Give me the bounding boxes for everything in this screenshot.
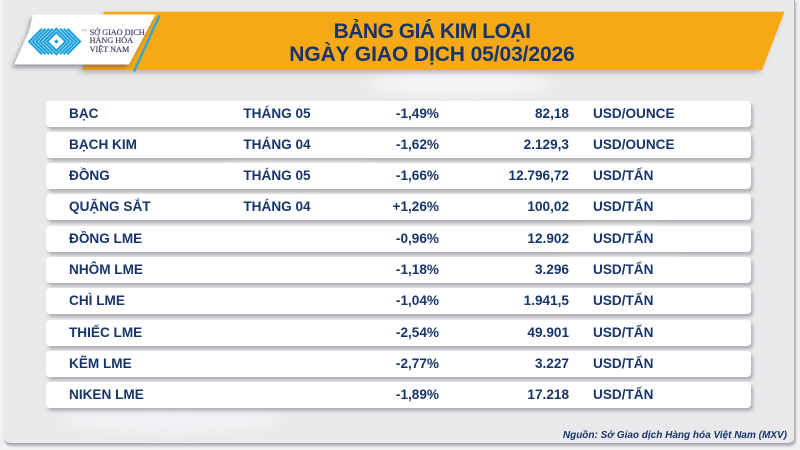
- svg-text:TM: TM: [81, 28, 87, 33]
